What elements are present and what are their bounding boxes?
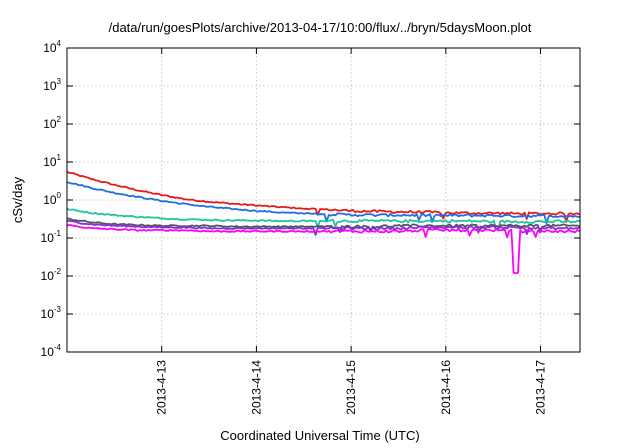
y-tick-label: 10-2	[41, 267, 62, 283]
x-tick-label: 2013-4-16	[439, 360, 453, 415]
series-layer	[66, 170, 581, 274]
x-tick-label: 2013-4-15	[344, 360, 358, 415]
series-line-2	[66, 181, 580, 225]
y-tick-label: 101	[43, 153, 61, 169]
grid-lines	[67, 48, 580, 352]
x-tick-label: 2013-4-17	[534, 360, 548, 415]
x-axis: 2013-4-13 2013-4-14 2013-4-15 2013-4-16 2013…	[155, 48, 548, 415]
x-tick-label: 2013-4-13	[155, 360, 169, 415]
series-line-5	[66, 219, 580, 236]
series-line-6	[66, 224, 581, 274]
series-line-1	[66, 170, 581, 223]
chart-title: /data/run/goesPlots/archive/2013-04-17/1…	[108, 20, 532, 35]
y-tick-label: 104	[43, 39, 61, 55]
x-tick-label: 2013-4-14	[249, 360, 263, 415]
y-axis: 10-4 10-3 10-2 10-1 100 101 102 103 104	[41, 39, 580, 359]
y-tick-label: 10-1	[41, 229, 62, 245]
y-axis-label: cSv/day	[10, 176, 25, 223]
y-tick-label: 102	[43, 115, 61, 131]
series-line-4	[66, 217, 580, 234]
y-tick-label: 10-3	[41, 305, 62, 321]
series-line-3	[66, 207, 580, 231]
y-tick-label: 100	[43, 191, 61, 207]
y-tick-label: 103	[43, 77, 61, 93]
y-tick-label: 10-4	[41, 343, 62, 359]
x-axis-label: Coordinated Universal Time (UTC)	[220, 428, 420, 443]
